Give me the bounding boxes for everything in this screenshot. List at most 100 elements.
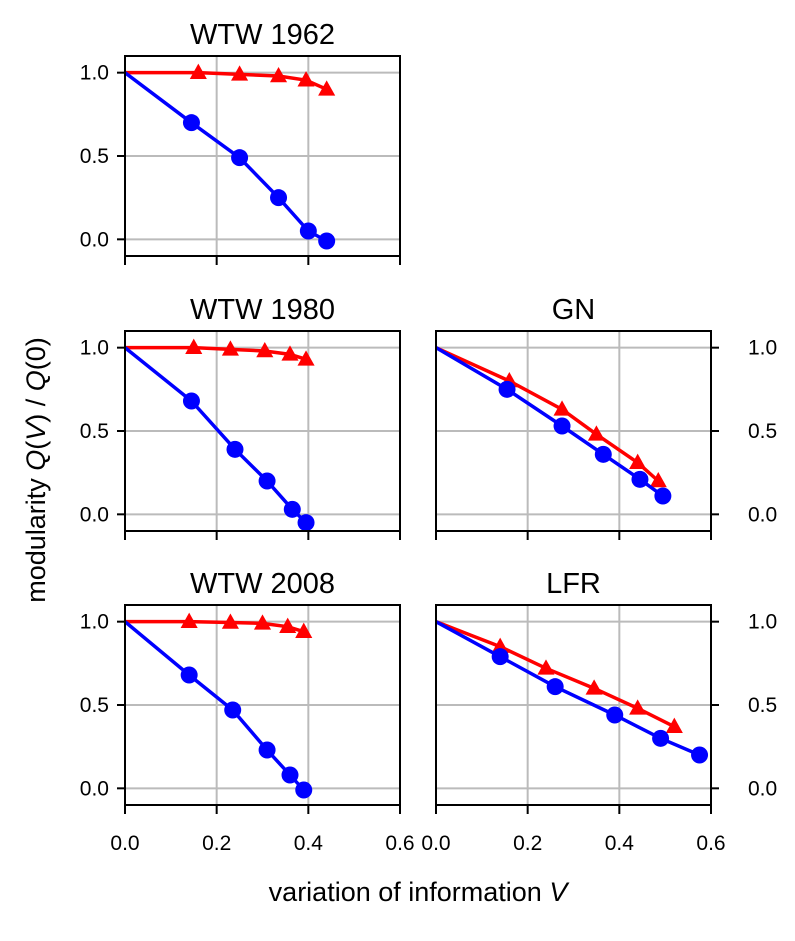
y-tick-label: 1.0 (80, 337, 109, 360)
circle-marker (283, 500, 301, 518)
triangle-marker (649, 472, 667, 488)
y-tick-label: 0.5 (80, 145, 109, 168)
circle-marker (258, 472, 276, 490)
x-tick-label: 0.2 (202, 832, 231, 855)
circle-marker (226, 440, 244, 458)
y-tick-label: 1.0 (80, 62, 109, 85)
triangle-marker (221, 340, 239, 356)
triangle-series (125, 612, 313, 638)
x-axis-label: variation of information V (269, 877, 571, 907)
y-tick-label: 0.0 (748, 777, 777, 800)
x-tick-label: 0.4 (605, 832, 635, 855)
triangle-marker (587, 425, 605, 441)
triangle-marker (221, 613, 239, 629)
triangle-marker (185, 338, 203, 354)
triangle-marker (279, 617, 297, 633)
x-tick-label: 0.0 (421, 832, 450, 855)
triangle-marker (189, 63, 207, 79)
circle-series (435, 346, 672, 505)
series-line (123, 346, 308, 524)
y-axis-label: modularity Q(V) / Q(0) (21, 337, 51, 603)
y-tick-label: 1.0 (80, 611, 109, 634)
circle-marker (281, 766, 299, 784)
circle-marker (182, 114, 200, 132)
circle-marker (553, 417, 571, 435)
panel-title: WTW 1962 (190, 19, 335, 51)
triangle-marker (256, 342, 274, 358)
panel-gn: 1.0 0.5 0.0 GN (435, 294, 777, 540)
panels-layer: 1.0 0.5 0.0 WTW 1962 1.0 0.5 0.0 WTW 1980 1.0 0.5… (80, 19, 777, 855)
circle-marker (652, 729, 670, 747)
triangle-marker (231, 65, 249, 81)
panel-title: LFR (546, 568, 601, 600)
circle-marker (546, 678, 564, 696)
circle-marker (299, 222, 317, 240)
triangle-marker (629, 453, 647, 469)
triangle-marker (295, 622, 313, 638)
circle-series (123, 71, 336, 250)
triangle-series (435, 620, 683, 733)
triangle-marker (180, 612, 198, 628)
circle-marker (498, 380, 516, 398)
triangle-marker (318, 80, 336, 96)
circle-marker (654, 487, 672, 505)
circle-marker (318, 232, 336, 250)
circle-marker (180, 666, 198, 684)
x-tick-label: 0.2 (513, 832, 542, 855)
triangle-series (125, 338, 315, 366)
triangle-marker (629, 699, 647, 715)
series-line (435, 346, 664, 498)
circle-marker (594, 445, 612, 463)
series-line (125, 345, 307, 362)
y-tick-label: 0.0 (748, 503, 777, 526)
x-tick-label: 0.6 (385, 832, 414, 855)
triangle-marker (253, 614, 272, 630)
circle-marker (231, 149, 249, 167)
x-tick-label: 0.6 (696, 832, 725, 855)
triangle-marker (297, 71, 315, 87)
circle-series (123, 620, 313, 799)
y-tick-label: 0.0 (80, 228, 109, 251)
circle-series (123, 346, 315, 532)
circle-marker (691, 746, 709, 764)
y-tick-label: 0.5 (80, 420, 109, 443)
triangle-marker (297, 350, 315, 366)
triangle-series (125, 63, 336, 96)
triangle-series (435, 346, 667, 488)
circle-marker (258, 741, 276, 759)
series-line (125, 70, 328, 91)
triangle-marker (269, 67, 288, 83)
triangle-marker (491, 637, 509, 653)
circle-marker (182, 392, 200, 410)
panel-lfr: 1.0 0.5 0.0 0.0 0.2 0.4 0.6 LFR (421, 568, 777, 855)
triangle-marker (537, 659, 555, 675)
triangle-marker (553, 400, 571, 416)
circle-marker (270, 189, 288, 207)
triangle-marker (281, 345, 299, 361)
panel-title: WTW 1980 (190, 294, 335, 326)
circle-marker (491, 648, 509, 666)
triangle-marker (665, 717, 683, 733)
y-tick-label: 0.0 (80, 777, 109, 800)
panel-wtw-2008: 1.0 0.5 0.0 0.0 0.2 0.4 0.6 WTW 2008 (80, 568, 415, 855)
x-tick-label: 0.4 (294, 832, 324, 855)
circle-series (435, 620, 709, 764)
y-tick-label: 0.5 (80, 694, 109, 717)
circle-marker (297, 514, 315, 532)
y-tick-label: 1.0 (748, 337, 777, 360)
y-tick-label: 0.5 (748, 420, 777, 443)
series-line (125, 619, 305, 634)
panel-wtw-1962: 1.0 0.5 0.0 WTW 1962 (80, 19, 401, 265)
panel-title: WTW 2008 (190, 568, 335, 600)
y-tick-label: 0.5 (748, 694, 777, 717)
x-tick-label: 0.0 (110, 832, 139, 855)
circle-marker (224, 701, 242, 719)
y-tick-label: 1.0 (748, 611, 777, 634)
y-tick-label: 0.0 (80, 503, 109, 526)
panel-wtw-1980: 1.0 0.5 0.0 WTW 1980 (80, 294, 401, 540)
circle-marker (606, 706, 624, 724)
circle-marker (295, 781, 313, 799)
triangle-marker (585, 679, 603, 695)
panel-title: GN (552, 294, 596, 326)
